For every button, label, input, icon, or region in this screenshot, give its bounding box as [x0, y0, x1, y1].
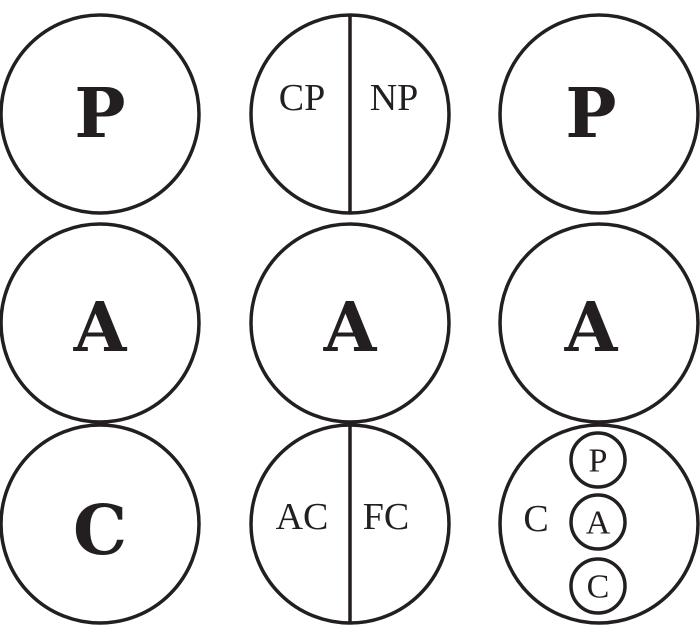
middle-top-right-label: NP	[370, 77, 419, 119]
middle-middle-circle	[249, 222, 451, 424]
right-top-circle	[498, 13, 700, 215]
right-column: P A C P A C	[498, 13, 700, 625]
right-middle-circle	[498, 222, 700, 424]
middle-bottom-right-label: FC	[363, 496, 409, 538]
left-bottom-label: C	[73, 491, 127, 571]
right-inner-label-a: A	[586, 505, 611, 542]
left-top-circle	[0, 13, 201, 215]
right-inner-circle-c	[569, 557, 627, 615]
middle-top-left-label: CP	[279, 77, 325, 119]
middle-bottom-left-label: AC	[276, 496, 329, 538]
right-middle-label: A	[564, 288, 619, 368]
right-inner-label-c: C	[587, 569, 610, 606]
left-middle-label: A	[73, 288, 128, 368]
left-column: P A C	[0, 13, 201, 625]
right-inner-circle-a	[569, 493, 627, 551]
right-inner-label-p: P	[589, 443, 608, 480]
middle-middle-label: A	[323, 288, 378, 368]
left-middle-circle	[0, 222, 201, 424]
right-top-label: P	[565, 74, 616, 154]
left-bottom-circle	[0, 423, 201, 625]
right-bottom-outer-label: C	[523, 498, 548, 540]
left-top-label: P	[74, 74, 125, 154]
middle-column: CP NP A AC FC	[249, 13, 451, 625]
right-inner-circle-p	[569, 431, 627, 489]
